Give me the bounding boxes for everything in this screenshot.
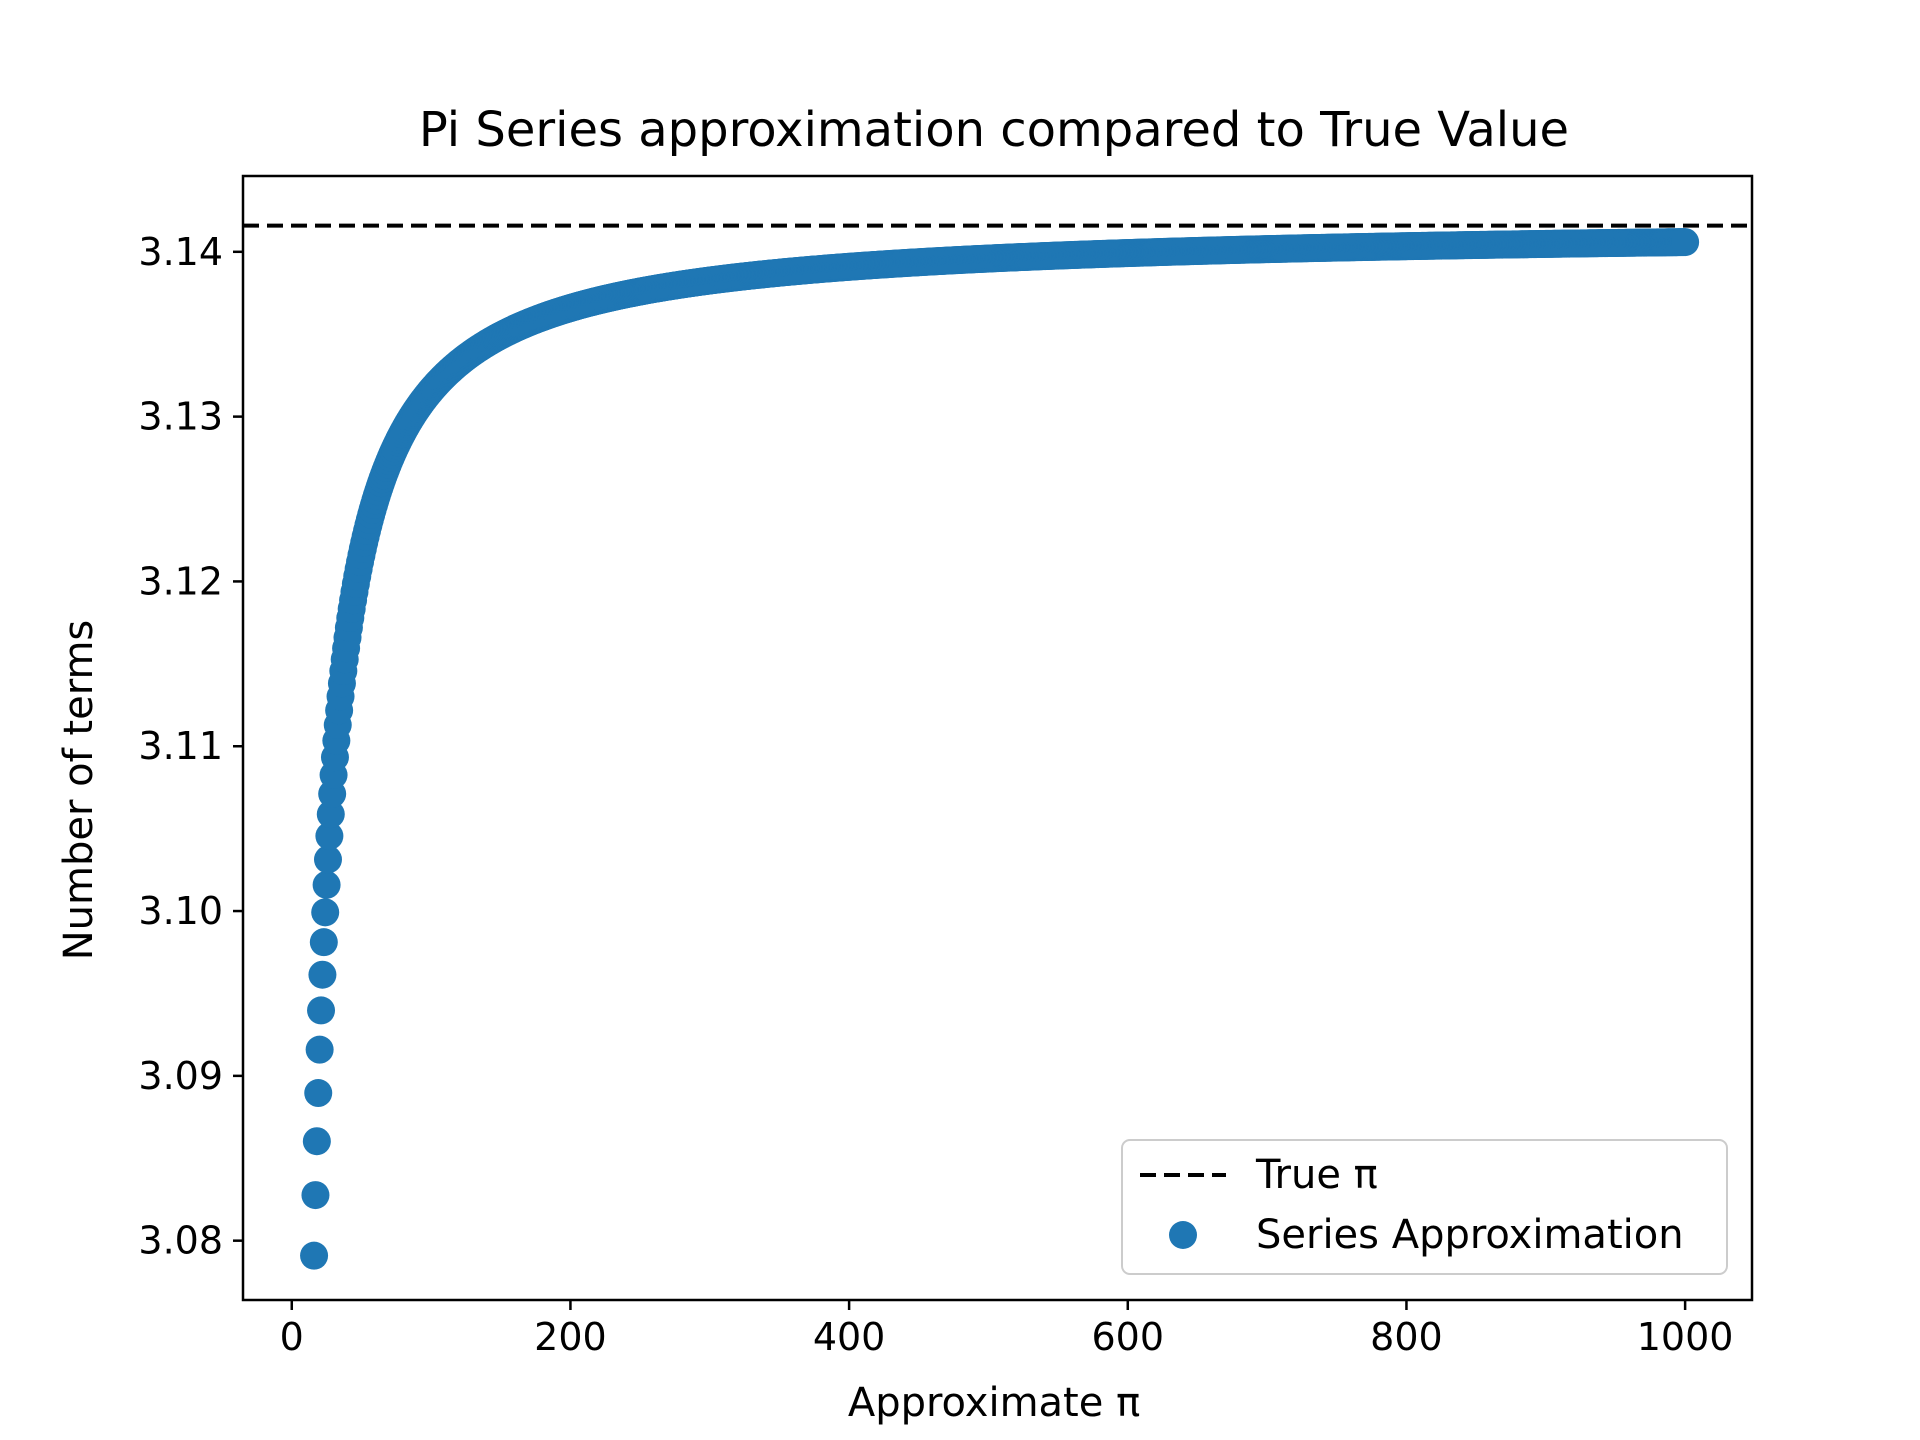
plot-frame <box>241 174 1754 1302</box>
y-tick-label: 3.11 <box>138 724 223 768</box>
scatter-point <box>308 960 337 989</box>
y-axis: 3.08 3.09 3.10 3.11 3.12 3.13 3.14 <box>138 230 243 1263</box>
y-axis-label: Number of terms <box>56 620 102 961</box>
x-axis-label: Approximate π <box>848 1380 1140 1426</box>
legend-series-marker <box>1169 1221 1197 1249</box>
scatter-point <box>309 928 338 957</box>
y-tick-label: 3.08 <box>138 1219 223 1263</box>
x-tick-label: 800 <box>1370 1315 1443 1359</box>
scatter-point <box>300 1241 329 1270</box>
y-tick-label: 3.13 <box>138 395 223 439</box>
scatter-point <box>1671 228 1700 257</box>
scatter-point <box>311 898 340 927</box>
scatter-point <box>301 1181 330 1210</box>
x-tick-label: 600 <box>1092 1315 1165 1359</box>
legend-box <box>1121 1139 1728 1275</box>
plot-area <box>241 174 1754 1302</box>
chart-title: Pi Series approximation compared to True… <box>419 102 1569 158</box>
legend-true-pi-label: True π <box>1255 1152 1378 1198</box>
scatter-point <box>312 870 341 899</box>
scatter-point <box>302 1127 331 1156</box>
x-tick-label: 1000 <box>1637 1315 1734 1359</box>
scatter-point <box>315 822 344 851</box>
legend: True π Series Approximation <box>1121 1139 1728 1275</box>
x-tick-label: 400 <box>813 1315 886 1359</box>
y-tick-label: 3.12 <box>138 559 223 603</box>
scatter-point <box>313 845 342 874</box>
scatter-point <box>316 800 345 829</box>
scatter-point <box>305 1035 334 1064</box>
plot-background <box>243 176 1752 1300</box>
y-tick-label: 3.09 <box>138 1054 223 1098</box>
x-tick-label: 200 <box>534 1315 607 1359</box>
y-tick-label: 3.10 <box>138 889 223 933</box>
y-tick-label: 3.14 <box>138 230 223 274</box>
scatter-point <box>304 1079 333 1108</box>
legend-series-label: Series Approximation <box>1256 1212 1684 1258</box>
scatter-point <box>307 996 336 1025</box>
x-axis: 0 200 400 600 800 1000 <box>280 1300 1734 1359</box>
x-tick-label: 0 <box>280 1315 304 1359</box>
